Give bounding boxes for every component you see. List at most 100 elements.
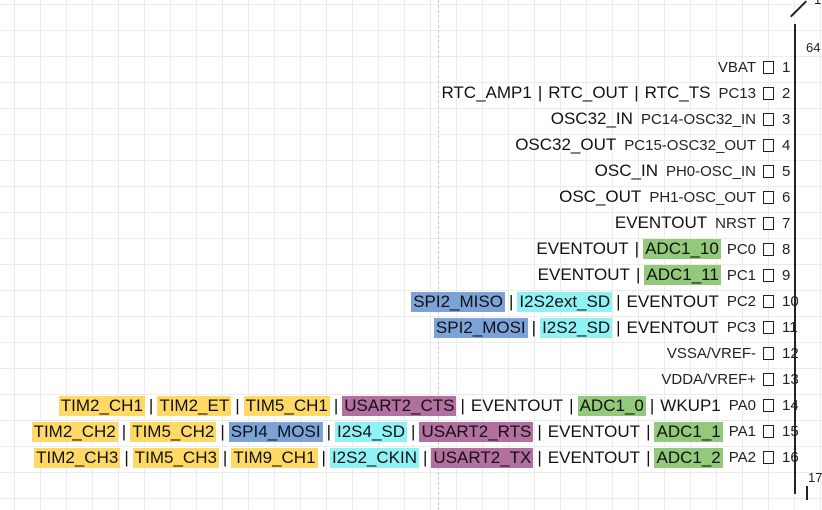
pin-number: 9 [782, 266, 791, 284]
function-tag-spi: SPI2_MOSI [433, 317, 528, 338]
pin-number: 8 [782, 240, 791, 258]
function-tag-adc: ADC1_2 [654, 447, 723, 468]
pin-row: SPI2_MOSI | I2S2_SD | EVENTOUT PC3 11 [0, 317, 800, 339]
pin-name: PC14-OSC32_IN [640, 110, 756, 128]
pin-functions: EVENTOUT | ADC1_11 [536, 265, 727, 286]
pin-name: PA2 [728, 449, 756, 467]
pin-row: RTC_AMP1 | RTC_OUT | RTC_TS PC13 2 [0, 82, 800, 104]
function-tag-plain: OSC_OUT [559, 187, 642, 207]
pin-stub [763, 295, 774, 308]
function-separator: | [326, 421, 331, 441]
pin-stub [763, 190, 774, 204]
pin-functions: OSC32_OUT [513, 135, 624, 155]
function-separator: | [531, 317, 537, 337]
function-tag-spi: SPI2_MISO [411, 291, 505, 312]
function-separator: | [537, 83, 543, 102]
function-separator: | [537, 421, 542, 441]
function-separator: | [124, 447, 129, 467]
pin-row: EVENTOUT | ADC1_11 PC1 9 [0, 264, 800, 286]
pin-functions: EVENTOUT [613, 213, 715, 233]
chip-body [794, 24, 822, 494]
function-tag-usart: USART2_TX [431, 447, 534, 468]
pin-number: 12 [782, 345, 799, 363]
pin-row: VDDA/VREF+ 13 [0, 369, 800, 391]
pin-functions: SPI2_MOSI | I2S2_SD | EVENTOUT [433, 317, 727, 338]
pin-number: 4 [782, 136, 791, 154]
pin-number: 7 [782, 214, 791, 232]
chip-top-number: 64 [806, 40, 821, 55]
pin-name: VSSA/VREF- [666, 345, 756, 363]
pin-stub [763, 321, 774, 334]
pin-name: PH0-OSC_IN [665, 162, 756, 180]
pin-row: TIM2_CH3 | TIM5_CH3 | TIM9_CH1 | I2S2_CKIN | USA… [0, 447, 800, 469]
pin-row: TIM2_CH2 | TIM5_CH2 | SPI4_MOSI | I2S4_SD | USAR… [0, 421, 800, 443]
function-separator: | [333, 395, 339, 415]
pin-name: VDDA/VREF+ [661, 371, 756, 389]
pin-name: NRST [715, 214, 756, 232]
function-separator: | [537, 447, 542, 467]
function-separator: | [321, 447, 326, 467]
function-separator: | [569, 395, 574, 415]
pin-row: VBAT 1 [0, 56, 800, 78]
pin-row: OSC_OUT PH1-OSC_OUT 6 [0, 186, 800, 208]
function-tag-plain: RTC_TS [644, 83, 711, 102]
pin-number: 2 [782, 84, 791, 102]
function-tag-adc: ADC1_0 [577, 395, 646, 416]
pin-number: 13 [782, 371, 799, 389]
pin-functions: TIM2_CH1 | TIM2_ET | TIM5_CH1 | USART2_CTS | EVE… [58, 395, 729, 416]
function-tag-plain: EVENTOUT [547, 447, 641, 467]
pin-number: 16 [782, 449, 799, 467]
function-tag-plain: EVENTOUT [614, 213, 708, 233]
function-tag-timer: TIM2_CH2 [31, 421, 118, 442]
pin-stub [763, 425, 774, 439]
pin-functions: EVENTOUT | ADC1_10 [534, 239, 726, 260]
pin-stub [763, 164, 774, 178]
pin-number: 3 [782, 110, 791, 128]
pin-number: 5 [782, 162, 791, 180]
function-separator: | [635, 265, 641, 285]
function-tag-i2s: I2S2_CKIN [329, 447, 419, 468]
function-tag-plain: WKUP1 [660, 395, 721, 415]
pin-functions: OSC32_IN [549, 109, 641, 129]
pin-functions: OSC_OUT [557, 187, 649, 207]
function-tag-plain: EVENTOUT [547, 421, 641, 441]
pin-number: 15 [782, 423, 799, 441]
function-tag-adc: ADC1_11 [644, 265, 721, 286]
pin-number: 1 [782, 58, 791, 76]
function-tag-timer: TIM5_CH1 [243, 395, 330, 416]
function-tag-adc: ADC1_10 [643, 239, 721, 260]
pin-stub [763, 138, 774, 152]
function-separator: | [649, 395, 655, 415]
function-tag-timer: TIM9_CH1 [231, 447, 318, 468]
function-separator: | [460, 395, 465, 415]
function-separator: | [235, 395, 240, 415]
function-separator: | [222, 447, 228, 467]
function-tag-plain: OSC_IN [594, 161, 658, 181]
function-separator: | [508, 291, 514, 311]
function-separator: | [411, 421, 416, 441]
chip-bottom-pin-stub [806, 486, 808, 500]
pin-stub [763, 112, 774, 126]
function-tag-timer: TIM5_CH3 [132, 447, 219, 468]
function-tag-timer: TIM5_CH2 [130, 421, 217, 442]
pin-number: 11 [782, 319, 798, 336]
pin-stub [763, 373, 774, 387]
function-tag-plain: OSC32_OUT [515, 135, 617, 155]
pin-name: PC3 [726, 319, 756, 336]
pin-name: PA1 [728, 423, 756, 441]
pin-name: PH1-OSC_OUT [649, 188, 756, 206]
chip-peek-top-number: 1 [814, 0, 821, 7]
pin-stub [763, 60, 774, 74]
function-separator: | [634, 83, 639, 102]
guide-line [438, 0, 439, 510]
function-tag-plain: EVENTOUT [626, 317, 719, 337]
function-tag-plain: EVENTOUT [536, 239, 629, 259]
function-tag-i2s: I2S2_SD [540, 317, 613, 338]
pin-number: 6 [782, 188, 791, 206]
function-tag-timer: TIM2_ET [157, 395, 232, 416]
pin-number: 10 [782, 293, 799, 310]
pin-stub [763, 242, 774, 256]
pin-name: PC2 [726, 293, 756, 310]
pin-row: OSC_IN PH0-OSC_IN 5 [0, 160, 800, 182]
